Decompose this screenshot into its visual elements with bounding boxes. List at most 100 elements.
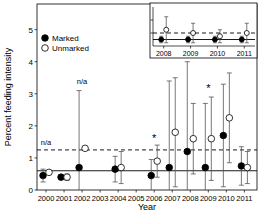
error-bar [113,156,118,182]
error-bar [209,97,214,180]
error-bar [185,62,190,190]
x-tick [244,190,245,193]
x-tick-label: 2010 [218,194,235,203]
x-tick [190,190,191,193]
x-tick [118,190,119,193]
main-chart: 0123452000200120022003200420052006200720… [3,4,257,220]
inset-frame [150,3,257,58]
error-bar [191,103,196,174]
error-bar [203,103,208,190]
y-axis-label: Percent feeding intensity [3,47,13,146]
x-tick-label: 2010 [210,50,226,57]
y-tick-label: 0 [29,186,34,195]
error-bar [213,36,217,43]
error-bar [221,84,226,187]
y-axis [153,7,154,46]
x-tick-label: 2003 [92,194,109,203]
plot-frame [37,4,257,190]
y-tick [35,190,38,191]
point [191,31,196,36]
x-tick [154,190,155,193]
point [164,27,169,32]
point [46,169,53,176]
point [118,164,125,171]
y-tick [35,93,38,94]
point [202,164,209,171]
x-tick [82,190,83,193]
error-bar [77,91,82,190]
error-bar [186,36,190,43]
point [76,164,83,171]
error-bar [164,17,168,43]
point [166,164,173,171]
marks [153,17,255,43]
error-bar [159,36,163,43]
x-tick [64,190,65,193]
x-tick-label: 2008 [182,194,199,203]
point [64,174,71,181]
point [208,135,215,142]
x-tick-label: 2002 [74,194,91,203]
point [159,37,164,42]
y-tick [151,33,154,34]
point [226,115,233,122]
annotation: n/a [41,138,52,147]
x-tick [46,190,47,193]
x-tick [208,190,209,193]
x-tick-label: 2007 [164,194,181,203]
error-bar [218,30,222,43]
point [186,37,191,42]
point [212,37,217,42]
point [82,145,89,152]
marks [37,62,257,190]
point [239,37,244,42]
x-tick-label: 2009 [183,50,199,57]
reference-line [153,33,255,34]
error-bar [167,81,172,190]
point [184,148,191,155]
x-tick [163,46,164,49]
legend-marker [42,45,49,52]
error-bar [240,36,244,43]
x-tick-label: 2011 [237,50,252,57]
y-tick-label: 2 [29,122,34,131]
error-bar [119,152,124,184]
y-tick-label: 1 [29,154,34,163]
legend-label: Unmarked [52,44,89,53]
error-bar [227,73,232,163]
legend-label: Marked [52,34,79,43]
x-tick-label: 2004 [110,194,127,203]
x-tick-label: 2001 [56,194,73,203]
x-tick [217,46,218,49]
x-tick-label: 2000 [38,194,55,203]
point [220,132,227,139]
x-tick [172,190,173,193]
y-tick [35,61,38,62]
x-axis [153,46,255,47]
y-tick [35,125,38,126]
point [238,163,245,170]
error-bar [149,160,154,190]
annotation: * [152,132,157,144]
annotation: * [206,82,211,94]
error-bar [173,78,178,187]
point [244,31,249,36]
x-tick [226,190,227,193]
error-bar [245,152,250,184]
annotation: n/a [77,77,88,86]
legend-marker [42,35,49,42]
error-bar [65,174,70,180]
x-axis-label: Year [138,202,156,212]
point [112,166,119,173]
point [217,34,222,39]
y-tick [35,157,38,158]
x-tick-label: 2011 [236,194,252,203]
x-tick [244,46,245,49]
y-tick-label: 3 [29,90,34,99]
y-tick [35,29,38,30]
inset-chart: 2008200920102011 [150,3,257,58]
point [40,172,47,179]
error-bar [191,23,195,43]
x-tick-label: 2009 [200,194,217,203]
y-tick-label: 5 [29,26,34,35]
